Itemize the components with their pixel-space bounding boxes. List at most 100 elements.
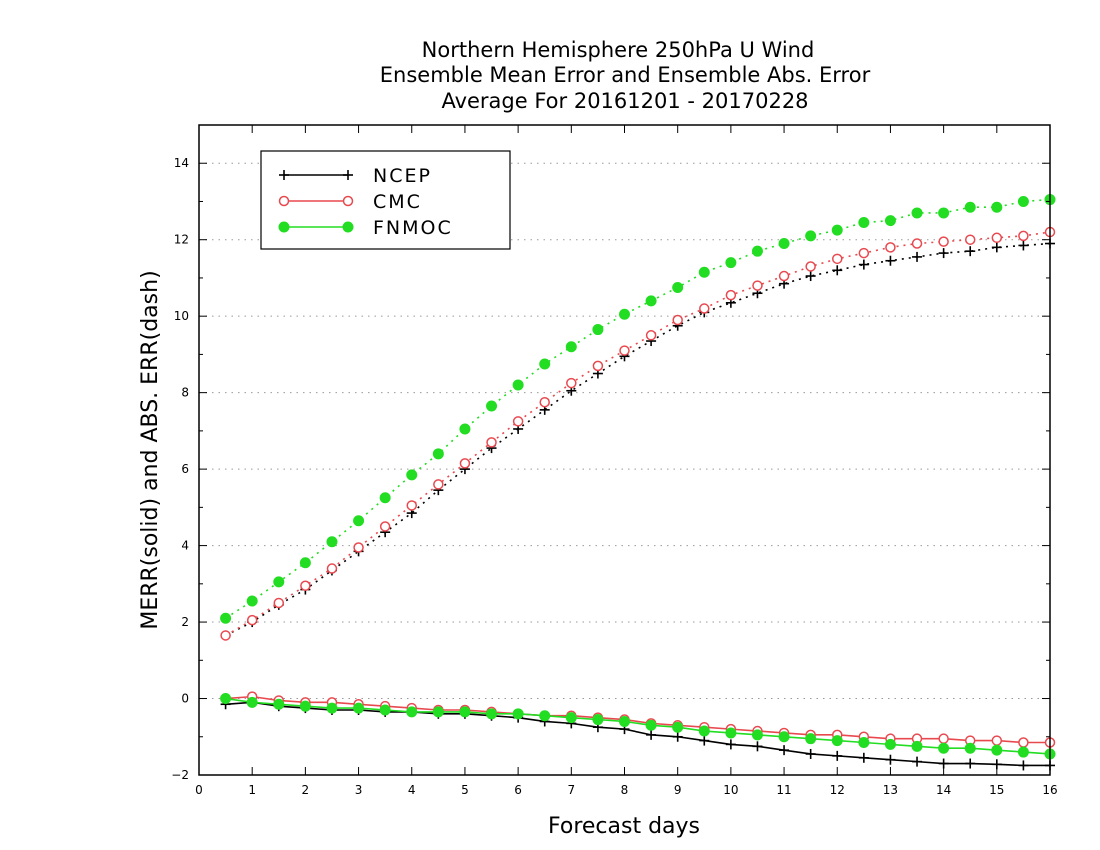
abs-error-point-cmc	[486, 437, 497, 448]
plot-frame	[198, 124, 1051, 776]
y-tick-label: 4	[181, 539, 189, 553]
abs-error-point-cmc	[858, 247, 870, 259]
mean-error-point-fnmoc	[645, 719, 657, 731]
abs-error-point-ncep	[858, 259, 869, 270]
abs-error-point-fnmoc	[964, 201, 976, 213]
x-tick-label: 13	[883, 783, 898, 797]
abs-error-point-fnmoc	[831, 224, 843, 236]
abs-error-point-cmc	[539, 396, 550, 408]
y-tick-label: 10	[174, 309, 189, 323]
abs-error-point-cmc	[964, 234, 976, 245]
abs-error-line-cmc	[225, 231, 1051, 637]
x-axis-label: Forecast days	[548, 814, 700, 839]
abs-error-point-fnmoc	[645, 295, 657, 307]
chart-title-line-3: Average For 20161201 - 20170228	[441, 89, 808, 113]
abs-error-point-fnmoc	[725, 257, 737, 269]
mean-error-point-cmc	[1018, 737, 1029, 748]
chart-title-line-2: Ensemble Mean Error and Ensemble Abs. Er…	[380, 63, 871, 87]
mean-error-point-fnmoc	[751, 729, 763, 741]
x-tick-label: 14	[936, 783, 951, 797]
x-tick-label: 15	[989, 783, 1004, 797]
abs-error-point-ncep	[938, 248, 949, 259]
abs-error-line-ncep	[225, 242, 1051, 637]
y-tick-label: −2	[171, 768, 189, 782]
mean-error-point-fnmoc	[326, 702, 338, 714]
abs-error-point-fnmoc	[592, 324, 604, 336]
y-tick-label: 8	[181, 386, 189, 400]
mean-error-point-fnmoc	[805, 733, 817, 745]
mean-error-point-ncep	[752, 741, 763, 752]
abs-error-point-cmc	[911, 238, 923, 249]
mean-error-point-ncep	[832, 750, 843, 761]
mean-error-point-fnmoc	[246, 696, 258, 708]
y-tick-label: 2	[181, 615, 189, 629]
abs-error-point-fnmoc	[406, 469, 418, 481]
y-tick-label: 0	[181, 692, 189, 706]
abs-error-point-cmc	[353, 542, 364, 553]
abs-error-point-cmc	[406, 500, 417, 511]
abs-error-point-cmc	[832, 253, 843, 265]
x-tick-label: 7	[567, 783, 575, 797]
abs-error-point-fnmoc	[246, 595, 258, 607]
abs-error-point-fnmoc	[565, 341, 577, 353]
abs-error-point-fnmoc	[938, 207, 950, 219]
mean-error-point-cmc	[991, 735, 1003, 746]
abs-error-point-cmc	[512, 416, 524, 427]
mean-error-point-fnmoc	[565, 712, 577, 724]
mean-error-point-fnmoc	[353, 702, 365, 714]
mean-error-point-ncep	[725, 739, 736, 750]
x-tick-label: 0	[195, 783, 203, 797]
abs-error-point-ncep	[991, 242, 1002, 253]
abs-error-point-cmc	[645, 330, 657, 341]
legend: NCEP CMC FNMOC	[260, 150, 511, 250]
legend-marker-end-fnmoc	[342, 221, 354, 233]
abs-error-point-cmc	[805, 261, 816, 272]
mean-error-point-fnmoc	[539, 710, 551, 722]
mean-error-point-fnmoc	[512, 708, 524, 720]
abs-error-point-fnmoc	[220, 612, 232, 624]
legend-marker-start-ncep	[279, 170, 289, 180]
abs-error-point-fnmoc	[432, 448, 444, 460]
x-tick-label: 4	[408, 783, 416, 797]
mean-error-point-ncep	[779, 745, 790, 756]
legend-label-cmc: CMC	[373, 191, 422, 213]
abs-error-point-fnmoc	[326, 536, 338, 548]
x-tick-label: 3	[355, 783, 363, 797]
mean-error-point-ncep	[699, 735, 710, 746]
abs-error-point-fnmoc	[299, 557, 311, 569]
abs-error-point-fnmoc	[911, 207, 923, 219]
abs-error-point-fnmoc	[379, 492, 391, 504]
abs-error-point-cmc	[220, 630, 231, 641]
abs-error-point-fnmoc	[486, 400, 498, 412]
abs-error-point-cmc	[592, 360, 604, 372]
abs-error-point-cmc	[326, 563, 338, 574]
x-tick-label: 8	[621, 783, 629, 797]
mean-error-point-fnmoc	[938, 742, 950, 754]
abs-error-point-fnmoc	[858, 217, 870, 228]
mean-error-line-ncep	[225, 701, 1050, 767]
mean-error-point-fnmoc	[911, 740, 923, 752]
abs-error-point-cmc	[1018, 230, 1029, 242]
y-tick-label: 6	[181, 462, 189, 476]
mean-error-point-fnmoc	[432, 706, 444, 718]
mean-error-point-fnmoc	[778, 731, 790, 743]
abs-error-point-cmc	[433, 479, 444, 490]
abs-error-point-fnmoc	[619, 308, 630, 320]
series-layer	[220, 194, 1056, 771]
abs-error-point-cmc	[246, 614, 258, 626]
legend-marker-start-fnmoc	[278, 221, 290, 233]
abs-error-point-ncep	[965, 246, 976, 257]
mean-error-point-ncep	[885, 754, 896, 765]
legend-box	[260, 150, 511, 250]
mean-error-point-fnmoc	[672, 721, 684, 733]
abs-error-point-fnmoc	[751, 245, 763, 257]
abs-error-point-fnmoc	[273, 576, 285, 588]
mean-error-point-ncep	[912, 756, 923, 767]
mean-error-point-fnmoc	[299, 700, 311, 712]
mean-error-point-ncep	[1018, 760, 1029, 771]
abs-error-point-ncep	[1018, 240, 1029, 251]
mean-error-line-cmc	[225, 695, 1050, 744]
x-tick-label: 5	[461, 783, 469, 797]
abs-error-point-cmc	[699, 303, 710, 314]
